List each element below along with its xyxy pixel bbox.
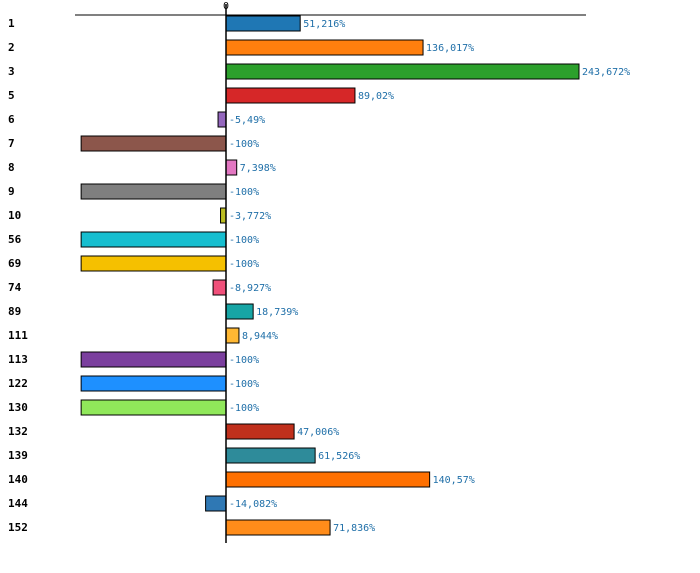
value-label: 71,836% — [333, 523, 375, 534]
bar — [225, 159, 238, 176]
category-label: 7 — [8, 137, 15, 150]
bar — [212, 279, 227, 296]
value-label: -3,772% — [229, 211, 271, 222]
bar — [220, 207, 227, 224]
category-label: 5 — [8, 89, 15, 102]
bar — [217, 111, 227, 128]
bar — [225, 87, 356, 104]
value-label: 47,006% — [297, 427, 339, 438]
value-label: -100% — [229, 379, 259, 390]
value-label: -100% — [229, 355, 259, 366]
value-label: 18,739% — [256, 307, 298, 318]
value-label: 51,216% — [303, 19, 345, 30]
bar — [225, 447, 316, 464]
category-label: 1 — [8, 17, 15, 30]
category-label: 2 — [8, 41, 15, 54]
value-label: 61,526% — [318, 451, 360, 462]
bar — [225, 423, 295, 440]
value-label: 8,944% — [242, 331, 278, 342]
bar — [225, 15, 301, 32]
value-label: 89,02% — [358, 91, 394, 102]
value-label: 7,398% — [240, 163, 276, 174]
bar — [225, 39, 424, 56]
bar — [80, 255, 227, 272]
category-label: 9 — [8, 185, 15, 198]
category-label: 74 — [8, 281, 22, 294]
bar — [225, 327, 240, 344]
category-label: 122 — [8, 377, 28, 390]
category-label: 152 — [8, 521, 28, 534]
value-label: 136,017% — [426, 43, 474, 54]
category-label: 130 — [8, 401, 28, 414]
category-label: 132 — [8, 425, 28, 438]
category-label: 113 — [8, 353, 28, 366]
value-label: 243,672% — [582, 67, 630, 78]
value-label: -8,927% — [229, 283, 271, 294]
bar — [80, 399, 227, 416]
bar — [80, 231, 227, 248]
category-label: 144 — [8, 497, 28, 510]
category-label: 8 — [8, 161, 15, 174]
value-label: -14,082% — [229, 499, 277, 510]
category-label: 10 — [8, 209, 21, 222]
value-label: -5,49% — [229, 115, 265, 126]
bar — [225, 63, 580, 80]
category-label: 3 — [8, 65, 15, 78]
category-label: 56 — [8, 233, 22, 246]
category-label: 140 — [8, 473, 28, 486]
bar — [80, 351, 227, 368]
category-label: 69 — [8, 257, 21, 270]
bar — [205, 495, 227, 512]
bar — [80, 135, 227, 152]
value-label: 140,57% — [433, 475, 475, 486]
bar — [80, 183, 227, 200]
bar — [225, 471, 431, 488]
bar — [225, 303, 254, 320]
category-label: 89 — [8, 305, 21, 318]
value-label: -100% — [229, 235, 259, 246]
value-label: -100% — [229, 139, 259, 150]
bar — [225, 519, 331, 536]
value-label: -100% — [229, 403, 259, 414]
value-label: -100% — [229, 187, 259, 198]
category-label: 111 — [8, 329, 28, 342]
value-label: -100% — [229, 259, 259, 270]
bar — [80, 375, 227, 392]
category-label: 6 — [8, 113, 15, 126]
category-label: 139 — [8, 449, 28, 462]
